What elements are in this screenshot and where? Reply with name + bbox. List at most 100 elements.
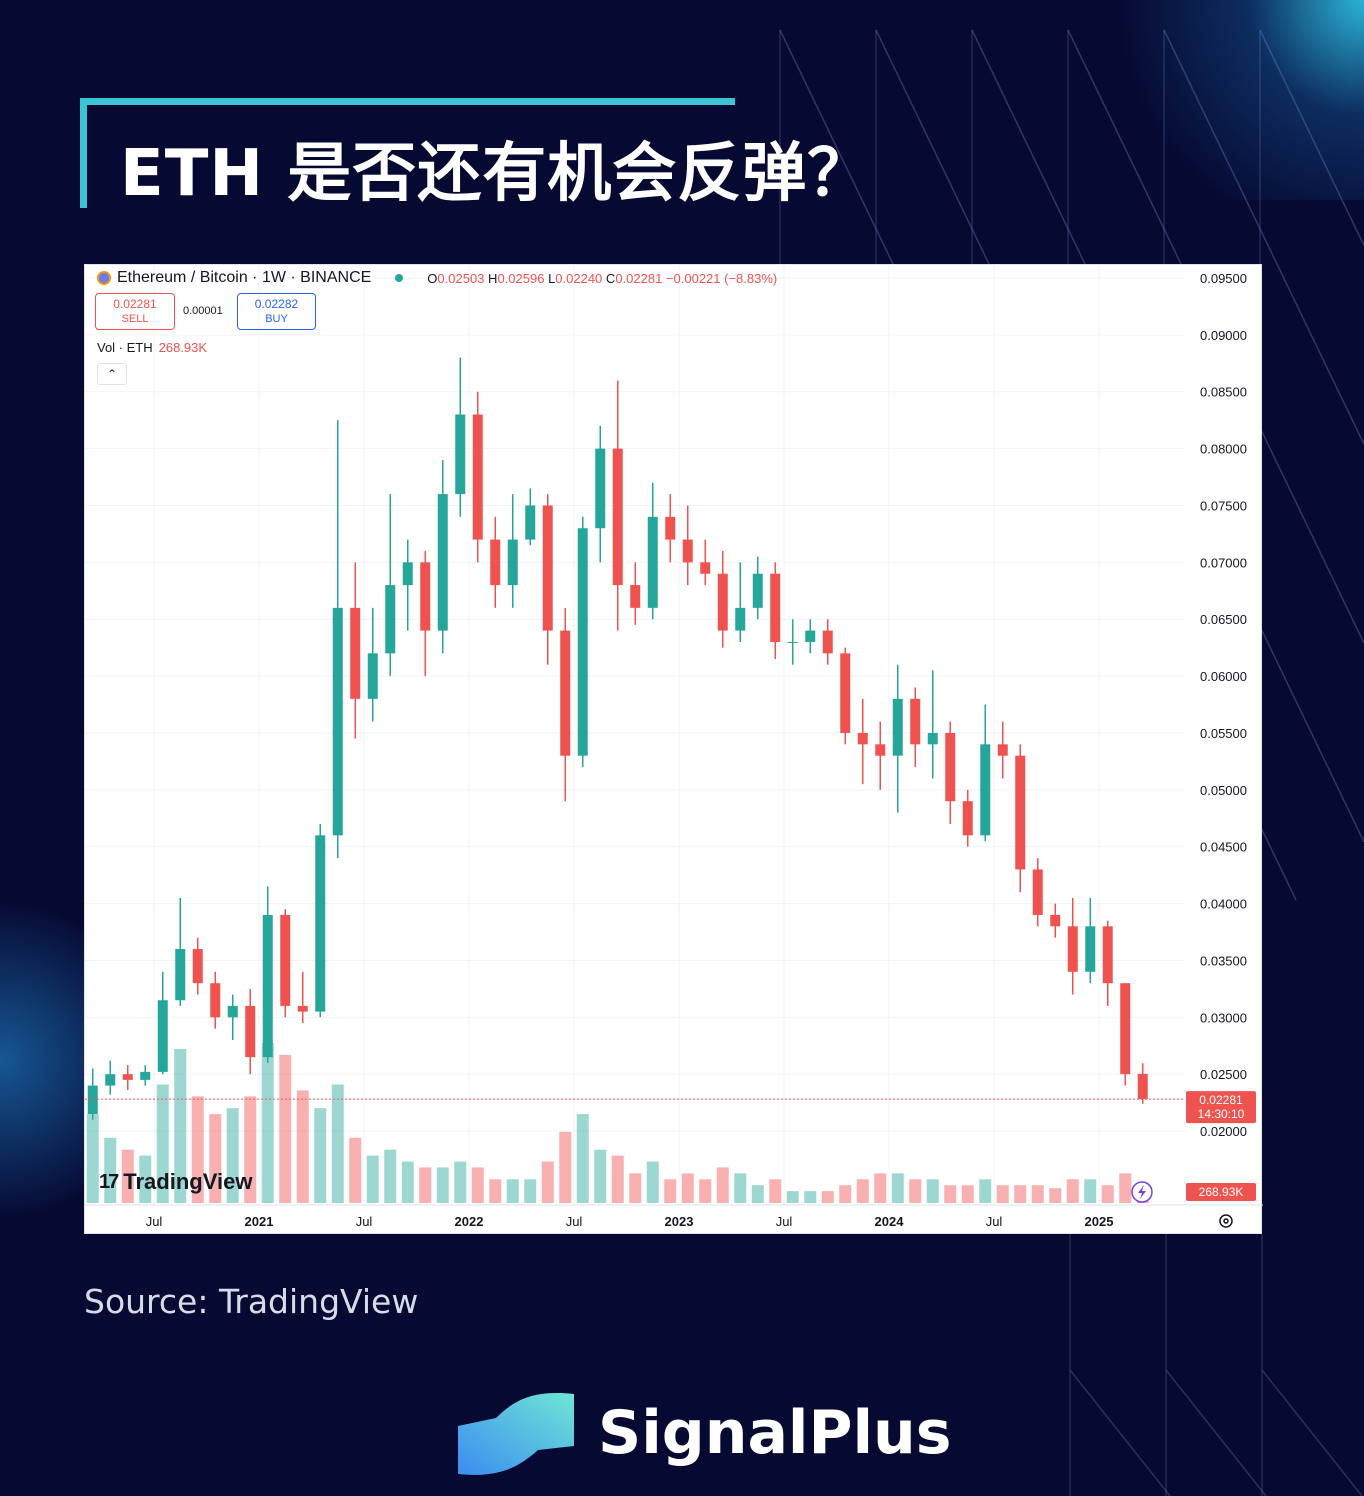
volume-bar — [646, 1161, 659, 1203]
candle-body — [752, 573, 763, 608]
candlestick-chart[interactable]: 0.09500 0.09000 0.08500 0.08000 0.07500 0.070… — [85, 265, 1263, 1235]
volume-bar — [909, 1179, 922, 1203]
volume-bar — [261, 1043, 274, 1203]
volume-bar — [804, 1191, 817, 1203]
x-tick-label: 2025 — [1085, 1214, 1114, 1229]
symbol-label[interactable]: Ethereum / Bitcoin · 1W · BINANCE — [117, 269, 372, 286]
volume-bar — [349, 1137, 362, 1203]
volume-bar — [1031, 1185, 1044, 1203]
volume-legend: Vol · ETH 268.93K — [97, 340, 208, 355]
candle-body — [525, 505, 536, 540]
volume-badge — [1186, 1183, 1256, 1201]
volume-bar — [331, 1084, 344, 1203]
page-title: ETH 是否还有机会反弹？ — [120, 137, 873, 211]
candle-body — [542, 505, 553, 631]
candle-body — [857, 732, 868, 745]
candle-body — [927, 732, 938, 745]
x-tick-label: 2023 — [665, 1214, 694, 1229]
background-line — [1259, 29, 1364, 246]
volume-bar — [926, 1179, 939, 1203]
sell-button[interactable]: 0.02281 SELL — [95, 293, 175, 330]
candle-body — [630, 585, 641, 608]
volume-bar — [786, 1191, 799, 1203]
candle-body — [612, 448, 623, 586]
volume-bar — [751, 1185, 764, 1203]
volume-bar — [541, 1161, 554, 1203]
volume-bar — [226, 1108, 239, 1203]
volume-bar — [891, 1173, 904, 1203]
candle-body — [997, 744, 1008, 756]
volume-bar — [961, 1185, 974, 1203]
volume-bar — [489, 1179, 502, 1203]
x-tick-label: Jul — [146, 1214, 163, 1229]
candle-body — [87, 1085, 98, 1114]
candle-body — [665, 516, 676, 540]
candle-body — [1050, 914, 1061, 927]
volume-bar — [121, 1149, 134, 1203]
candle-body — [280, 914, 291, 1006]
source-caption: Source: TradingView — [84, 1282, 419, 1321]
volume-bar — [594, 1149, 607, 1203]
title-accent-bar — [80, 98, 87, 208]
volume-bar — [664, 1179, 677, 1203]
last-price-badge — [1186, 1091, 1256, 1124]
candle-body — [367, 653, 378, 699]
signalplus-logo: SignalPlus — [456, 1388, 951, 1478]
candle-body — [1137, 1073, 1148, 1100]
tradingview-logo-icon: 17 — [99, 1170, 119, 1193]
y-tick-label: 0.08500 — [1200, 385, 1247, 400]
volume-bar — [944, 1185, 957, 1203]
volume-bar — [244, 1096, 257, 1203]
y-tick-label: 0.04000 — [1200, 897, 1247, 912]
volume-bar — [401, 1161, 414, 1203]
volume-bar — [1049, 1188, 1062, 1203]
volume-bar — [856, 1179, 869, 1203]
candle-body — [595, 448, 606, 529]
candle-body — [140, 1071, 151, 1080]
volume-bar — [559, 1131, 572, 1203]
volume-bar — [174, 1048, 187, 1203]
title-accent-bar — [80, 98, 735, 105]
volume-bar — [821, 1191, 834, 1203]
volume-bar — [296, 1090, 309, 1203]
volume-bar — [699, 1179, 712, 1203]
candle-body — [192, 949, 203, 984]
candle-body — [402, 562, 413, 586]
volume-bar — [716, 1167, 729, 1203]
last-price-label: 0.02281 — [1199, 1093, 1243, 1107]
volume-bar — [384, 1149, 397, 1203]
x-tick-label: Jul — [566, 1214, 583, 1229]
candle-body — [315, 835, 326, 1012]
bar-countdown: 14:30:10 — [1198, 1107, 1245, 1121]
volume-bar — [471, 1167, 484, 1203]
volume-bar — [191, 1096, 204, 1203]
volume-bar — [279, 1054, 292, 1203]
volume-bar — [86, 1114, 99, 1203]
x-tick-label: 2022 — [455, 1214, 484, 1229]
candle-body — [770, 573, 781, 642]
buy-button[interactable]: 0.02282 BUY — [237, 293, 316, 330]
candle-body — [245, 1005, 256, 1058]
y-tick-label: 0.05500 — [1200, 726, 1247, 741]
volume-bar — [209, 1114, 222, 1203]
spread-value: 0.00001 — [183, 305, 223, 317]
candle-body — [875, 744, 886, 756]
candle-body — [332, 607, 343, 836]
y-tick-label: 0.08000 — [1200, 442, 1247, 457]
candle-body — [1015, 755, 1026, 870]
market-open-indicator — [395, 274, 404, 282]
chevron-up-icon[interactable]: ⌃ — [97, 363, 127, 385]
tradingview-chart[interactable]: 0.09500 0.09000 0.08500 0.08000 0.07500 0.070… — [84, 264, 1263, 1235]
volume-bar — [436, 1167, 449, 1203]
volume-bar — [629, 1173, 642, 1203]
candle-body — [945, 732, 956, 802]
x-tick-label: 2021 — [245, 1214, 274, 1229]
candle-body — [717, 573, 728, 631]
volume-bar — [524, 1179, 537, 1203]
candle-body — [910, 698, 921, 745]
y-tick-label: 0.03000 — [1200, 1010, 1247, 1025]
candle-body — [1067, 926, 1078, 972]
eth-coin-icon — [97, 271, 111, 285]
y-tick-label: 0.06500 — [1200, 612, 1247, 627]
volume-bar — [314, 1108, 327, 1203]
